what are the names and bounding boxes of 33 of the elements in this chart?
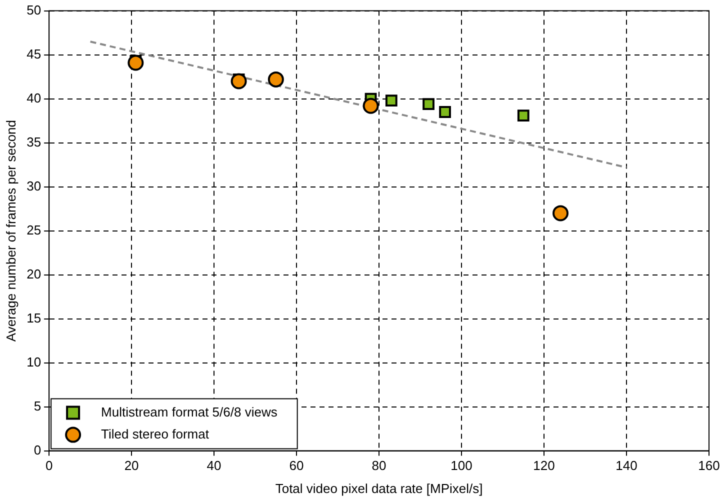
- point: [439, 106, 451, 118]
- x-tick-label: 140: [616, 458, 638, 474]
- legend-label: Tiled stereo format: [101, 426, 210, 442]
- x-tick-label: 20: [124, 458, 139, 474]
- x-tick-label: 80: [372, 458, 386, 474]
- point: [128, 54, 144, 71]
- x-tick-label: 0: [45, 458, 53, 474]
- x-tick-label: 120: [533, 458, 555, 474]
- point: [517, 110, 530, 122]
- y-tick-label: 5: [34, 398, 42, 414]
- point: [552, 205, 569, 222]
- point: [230, 73, 247, 90]
- x-tick-label: 40: [206, 458, 222, 474]
- y-tick-label: 50: [26, 2, 42, 18]
- y-tick-label: 0: [34, 442, 42, 458]
- y-tick-label: 30: [26, 178, 42, 194]
- y-tick-label: 45: [26, 46, 42, 62]
- y-tick-label: 10: [26, 354, 42, 370]
- point: [385, 94, 398, 107]
- x-tick-label: 160: [698, 458, 720, 474]
- x-tick-label: 60: [289, 458, 304, 474]
- point: [362, 98, 379, 114]
- x-tick-label: 100: [450, 458, 472, 474]
- point: [268, 71, 284, 88]
- y-tick-label: 15: [26, 310, 42, 326]
- y-tick-label: 40: [26, 90, 42, 106]
- y-tick-label: 20: [26, 266, 42, 282]
- x-axis-title: Total video pixel data rate [MPixel/s]: [275, 480, 483, 496]
- y-axis-title: Average number of frames per second: [3, 120, 18, 342]
- legend-label: Multistream format 5/6/8 views: [101, 404, 278, 420]
- y-tick-label: 35: [26, 134, 42, 150]
- y-tick-label: 25: [26, 222, 42, 238]
- point: [422, 98, 434, 110]
